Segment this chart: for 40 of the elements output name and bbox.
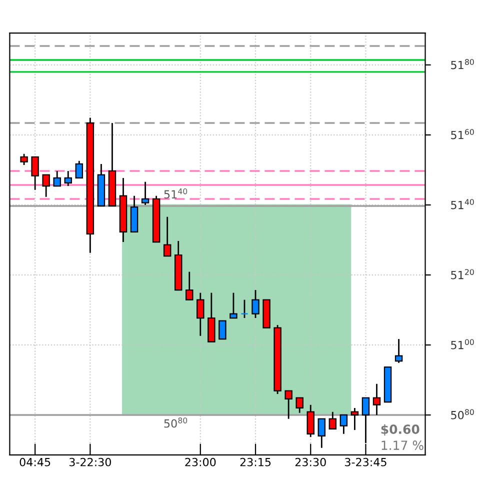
candlestick (252, 289, 260, 319)
candlestick (196, 292, 204, 337)
candlestick (53, 170, 61, 187)
x-tick-label: 3-23:45 (345, 458, 386, 466)
x-tick-label: 23:30 (295, 458, 326, 466)
candlestick (42, 174, 50, 198)
x-tick-label: 04:45 (20, 458, 50, 466)
candlestick (284, 390, 292, 420)
y-tick-label: 51$^{40}$ (451, 199, 474, 210)
candlestick (20, 153, 28, 166)
candlestick (75, 160, 84, 179)
candlestick (208, 292, 216, 343)
candlestick (296, 397, 304, 414)
candlestick (64, 170, 72, 187)
candlestick (240, 299, 248, 319)
y-tick-label: 51$^{20}$ (451, 269, 474, 280)
annotation: 1.17 % (382, 440, 424, 450)
candlestick (318, 418, 326, 449)
annotation: 50$^{80}$ (164, 417, 188, 428)
x-tick-label: 23:00 (185, 458, 216, 466)
x-tick-label: 3-22:30 (69, 458, 111, 466)
y-tick-label: 51$^{80}$ (451, 59, 474, 70)
candlestick (328, 411, 337, 430)
y-tick-label: 51$^{00}$ (451, 339, 474, 350)
candlestick (186, 271, 194, 301)
candlestick (372, 383, 381, 416)
candlestick (163, 216, 172, 257)
y-tick-label: 50$^{80}$ (451, 409, 474, 420)
annotation: 51$^{40}$ (164, 188, 188, 199)
candlestick (340, 414, 348, 435)
x-tick-label: 23:15 (240, 458, 271, 466)
candlestick (394, 338, 403, 364)
y-tick-label: 51$^{60}$ (451, 129, 474, 140)
candlestick (218, 320, 226, 340)
annotation: $0.60 (381, 424, 420, 436)
candlestick (230, 292, 238, 319)
candlestick (350, 407, 359, 431)
candlestick (141, 181, 150, 206)
candlestick (31, 156, 39, 191)
candlestick (306, 404, 314, 438)
